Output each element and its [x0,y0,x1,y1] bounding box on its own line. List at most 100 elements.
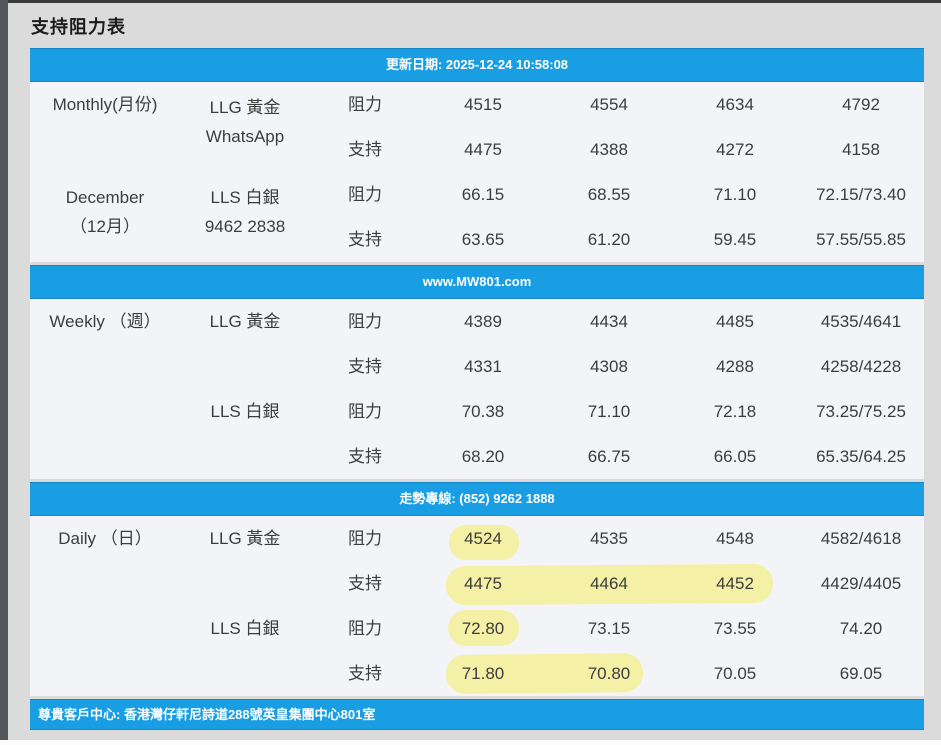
support-resistance-table-monthly: Monthly(月份) LLG 黃金 WhatsApp 阻力 4515 4554… [30,82,924,262]
value-cell: 4475 [464,574,502,593]
update-date-bar: 更新日期: 2025-12-24 10:58:08 [30,48,924,82]
row-type-label: 支持 [348,140,382,159]
left-edge-strip [0,0,8,740]
instrument-cell: LLG 黃金 WhatsApp [180,82,310,172]
table-row: 支持 68.20 66.75 66.05 65.35/64.25 [30,434,924,479]
monthly-section: Monthly(月份) LLG 黃金 WhatsApp 阻力 4515 4554… [30,82,924,262]
instrument-cell: LLS 白銀 [210,619,280,638]
period-line: December [65,188,145,207]
row-type-label: 阻力 [348,185,382,204]
value-cell: 4452 [716,574,754,593]
value-cell: 66.05 [713,447,757,466]
value-cell: 4554 [590,95,628,114]
value-cell: 4389 [464,312,502,331]
value-cell: 4308 [590,357,628,376]
support-resistance-table-weekly: Weekly （週） LLG 黃金 阻力 4389 4434 4485 4535… [30,299,924,479]
instrument-cell: LLG 黃金 [209,529,281,548]
value-cell: 4485 [716,312,754,331]
value-cell: 4524 [464,529,502,548]
value-cell: 4582/4618 [820,529,902,548]
table-row: Weekly （週） LLG 黃金 阻力 4389 4434 4485 4535… [30,299,924,344]
instrument-cell: LLS 白銀 [210,402,280,421]
top-border-line [0,0,941,3]
value-cell: 4535 [590,529,628,548]
row-type-label: 支持 [348,574,382,593]
table-row: 支持 63.65 61.20 59.45 57.55/55.85 [30,217,924,262]
value-cell: 72.80 [461,619,505,638]
period-cell: Weekly （週） [49,312,161,331]
value-cell: 72.15/73.40 [816,185,906,204]
value-cell: 4429/4405 [820,574,902,593]
value-cell: 57.55/55.85 [816,230,906,249]
value-cell: 4434 [590,312,628,331]
value-cell: 59.45 [713,230,757,249]
value-cell: 73.25/75.25 [816,402,906,421]
website-bar: www.MW801.com [30,265,924,299]
instrument-cell: LLS 白銀 9462 2838 [180,172,310,262]
value-cell: 66.15 [461,185,505,204]
table-row: 支持 4331 4308 4288 4258/4228 [30,344,924,389]
row-type-label: 阻力 [348,95,382,114]
value-cell: 73.55 [713,619,757,638]
value-cell: 66.75 [587,447,631,466]
value-cell: 4331 [464,357,502,376]
highlight-mark [448,610,519,646]
instrument-contact: WhatsApp [205,127,285,146]
value-cell: 4634 [716,95,754,114]
value-cell: 4515 [464,95,502,114]
row-type-label: 阻力 [348,402,382,421]
value-cell: 4548 [716,529,754,548]
weekly-section: Weekly （週） LLG 黃金 阻力 4389 4434 4485 4535… [30,299,924,479]
bottom-edge-strip [0,740,941,745]
value-cell: 4792 [842,95,880,114]
table-row: Daily （日） LLG 黃金 阻力 4524 4535 4548 4582/… [30,516,924,561]
value-cell: 72.18 [713,402,757,421]
value-cell: 4535/4641 [820,312,902,331]
value-cell: 4158 [842,140,880,159]
period-cell: December （12月） [30,172,180,262]
value-cell: 4288 [716,357,754,376]
table-row: Monthly(月份) LLG 黃金 WhatsApp 阻力 4515 4554… [30,82,924,146]
value-cell: 71.10 [587,402,631,421]
value-cell: 4464 [590,574,628,593]
value-cell: 4258/4228 [820,357,902,376]
support-resistance-table-daily: Daily （日） LLG 黃金 阻力 4524 4535 4548 4582/… [30,516,924,696]
row-type-label: 支持 [348,447,382,466]
table-row: December （12月） LLS 白銀 9462 2838 阻力 66.15… [30,172,924,236]
table-row: LLS 白銀 阻力 70.38 71.10 72.18 73.25/75.25 [30,389,924,434]
instrument-cell: LLG 黃金 [209,312,281,331]
page-content: 支持阻力表 更新日期: 2025-12-24 10:58:08 Monthly(… [30,3,924,730]
page-title: 支持阻力表 [31,17,126,37]
value-cell: 71.80 [461,664,505,683]
value-cell: 61.20 [587,230,631,249]
value-cell: 4388 [590,140,628,159]
value-cell: 70.05 [713,664,757,683]
row-type-label: 阻力 [348,619,382,638]
footer-address-bar: 尊貴客戶中心: 香港灣仔軒尼詩道288號英皇集團中心801室 [30,699,924,730]
value-cell: 63.65 [461,230,505,249]
period-line: （12月） [70,217,140,236]
table-row: LLS 白銀 阻力 72.80 73.15 73.55 74.20 [30,606,924,651]
value-cell: 74.20 [839,619,883,638]
row-type-label: 阻力 [348,312,382,331]
table-row: 支持 4475 4388 4272 4158 [30,127,924,172]
value-cell: 70.80 [587,664,631,683]
value-cell: 4475 [464,140,502,159]
value-cell: 68.55 [587,185,631,204]
daily-section: Daily （日） LLG 黃金 阻力 4524 4535 4548 4582/… [30,516,924,696]
instrument-contact: 9462 2838 [204,217,286,236]
row-type-label: 支持 [348,230,382,249]
instrument-name: LLG 黃金 [209,98,281,117]
value-cell: 71.10 [713,185,757,204]
hotline-bar: 走勢專線: (852) 9262 1888 [30,482,924,516]
row-type-label: 支持 [348,664,382,683]
value-cell: 68.20 [461,447,505,466]
period-cell: Monthly(月份) [52,95,158,114]
table-row: 支持 4475 4464 4452 4429/4405 [30,561,924,606]
value-cell: 70.38 [461,402,505,421]
row-type-label: 阻力 [348,529,382,548]
value-cell: 65.35/64.25 [816,447,906,466]
instrument-name: LLS 白銀 [210,188,280,207]
period-cell: Daily （日） [58,529,152,548]
value-cell: 73.15 [587,619,631,638]
